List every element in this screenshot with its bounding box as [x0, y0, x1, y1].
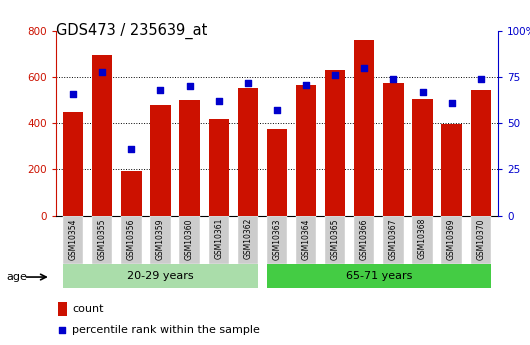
- Text: GSM10368: GSM10368: [418, 218, 427, 259]
- Bar: [151, 216, 171, 264]
- Bar: [383, 216, 403, 264]
- Bar: [296, 216, 316, 264]
- Bar: [151, 105, 171, 216]
- Text: GSM10361: GSM10361: [214, 218, 223, 259]
- Text: GSM10365: GSM10365: [331, 218, 340, 259]
- Point: [127, 146, 136, 152]
- Bar: [208, 119, 229, 216]
- Text: GSM10362: GSM10362: [243, 218, 252, 259]
- Bar: [267, 264, 491, 288]
- Point: [156, 87, 165, 93]
- Bar: [441, 125, 462, 216]
- Point: [476, 76, 485, 82]
- Bar: [121, 171, 142, 216]
- Bar: [267, 216, 287, 264]
- Bar: [237, 88, 258, 216]
- Text: GSM10356: GSM10356: [127, 218, 136, 259]
- Text: GSM10360: GSM10360: [185, 218, 194, 259]
- Point: [331, 72, 339, 78]
- Point: [58, 328, 67, 333]
- Bar: [412, 216, 432, 264]
- Point: [215, 98, 223, 104]
- Bar: [296, 85, 316, 216]
- Point: [360, 65, 368, 71]
- Bar: [354, 40, 375, 216]
- Bar: [325, 70, 346, 216]
- Text: 65-71 years: 65-71 years: [346, 271, 412, 281]
- Bar: [383, 83, 403, 216]
- Text: GSM10355: GSM10355: [98, 218, 107, 259]
- Text: percentile rank within the sample: percentile rank within the sample: [72, 325, 260, 335]
- Text: GSM10367: GSM10367: [389, 218, 398, 259]
- Bar: [179, 100, 200, 216]
- Point: [186, 84, 194, 89]
- Bar: [63, 112, 83, 216]
- Bar: [208, 216, 229, 264]
- Bar: [237, 216, 258, 264]
- Point: [389, 76, 398, 82]
- Text: GSM10359: GSM10359: [156, 218, 165, 259]
- Text: GSM10370: GSM10370: [476, 218, 485, 259]
- Point: [302, 82, 310, 87]
- Bar: [471, 216, 491, 264]
- Bar: [63, 216, 83, 264]
- Point: [447, 100, 456, 106]
- Text: count: count: [72, 304, 103, 314]
- Point: [418, 89, 427, 95]
- Point: [244, 80, 252, 86]
- Text: GDS473 / 235639_at: GDS473 / 235639_at: [56, 22, 207, 39]
- Text: 20-29 years: 20-29 years: [127, 271, 194, 281]
- Bar: [179, 216, 200, 264]
- Text: GSM10363: GSM10363: [272, 218, 281, 259]
- Text: GSM10366: GSM10366: [360, 218, 369, 259]
- Bar: [92, 216, 112, 264]
- Text: GSM10364: GSM10364: [302, 218, 311, 259]
- Point: [69, 91, 77, 97]
- Bar: [57, 302, 67, 316]
- Bar: [471, 90, 491, 216]
- Point: [98, 69, 107, 75]
- Point: [273, 108, 281, 113]
- Text: age: age: [6, 272, 27, 282]
- Bar: [354, 216, 375, 264]
- Text: GSM10369: GSM10369: [447, 218, 456, 259]
- Bar: [121, 216, 142, 264]
- Bar: [92, 55, 112, 216]
- Bar: [267, 129, 287, 216]
- Text: GSM10354: GSM10354: [68, 218, 77, 259]
- Bar: [441, 216, 462, 264]
- Bar: [412, 99, 432, 216]
- Bar: [63, 264, 258, 288]
- Bar: [325, 216, 346, 264]
